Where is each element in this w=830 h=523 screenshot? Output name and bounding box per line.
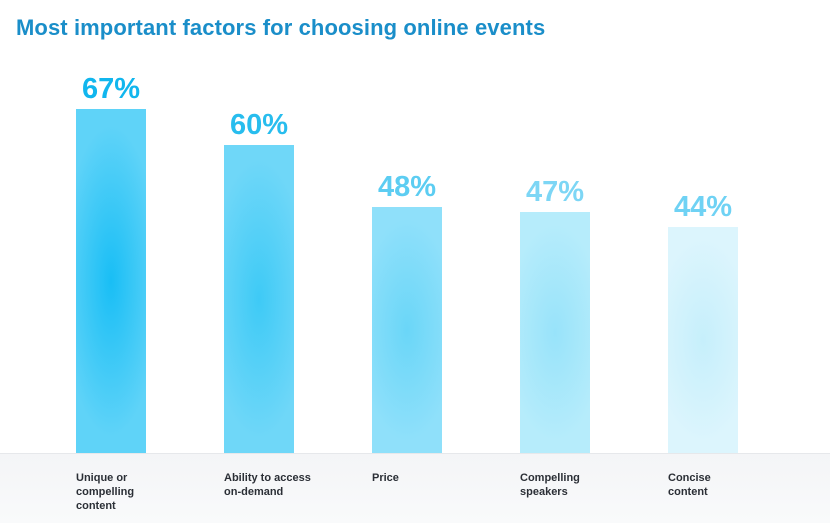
value-label-1: 67% <box>81 73 141 105</box>
category-label-line: Unique or <box>76 472 128 484</box>
category-label-3: Price <box>372 471 482 485</box>
category-label-4: Compelling speakers <box>520 471 630 499</box>
category-label-2: Ability to access on-demand <box>224 471 334 499</box>
category-label-band <box>0 453 830 523</box>
category-label-5: Concise content <box>668 471 778 499</box>
bar-4 <box>520 211 590 453</box>
category-label-line: Ability to access <box>224 472 311 484</box>
bar-3 <box>372 206 442 453</box>
category-label-line: compelling <box>76 486 135 498</box>
value-label-3: 48% <box>377 170 437 203</box>
category-label-line: speakers <box>520 486 568 498</box>
category-label-line: content <box>668 486 708 498</box>
category-label-line: Concise <box>668 472 711 484</box>
bar-2 <box>224 144 294 453</box>
value-label-2: 60% <box>229 108 289 141</box>
value-label-4: 47% <box>525 175 585 208</box>
category-label-line: on-demand <box>224 486 284 498</box>
bar-5 <box>668 227 738 453</box>
bar-1 <box>76 109 146 453</box>
category-label-1: Unique or compelling content <box>76 471 186 513</box>
category-label-line: content <box>76 500 116 512</box>
chart-title: Most important factors for choosing onli… <box>16 15 546 40</box>
category-label-line: Price <box>372 472 399 484</box>
category-label-line: Compelling <box>520 472 580 484</box>
value-label-5: 44% <box>673 191 733 224</box>
